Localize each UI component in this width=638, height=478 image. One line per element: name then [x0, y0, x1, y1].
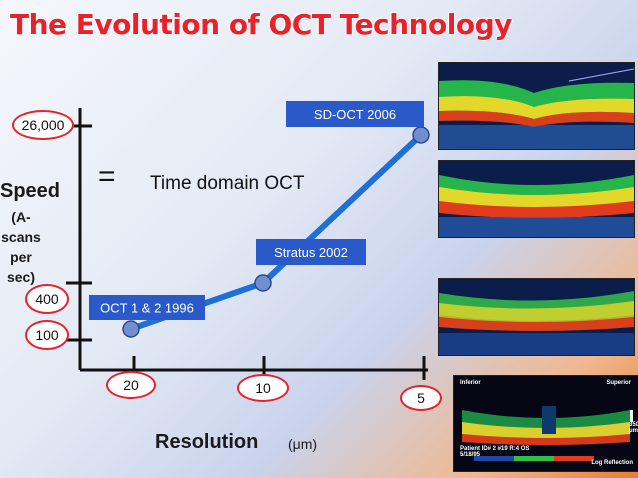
data-label: SD-OCT 2006 [314, 107, 396, 122]
data-label-box [286, 101, 424, 127]
x-tick-label: 10 [237, 374, 289, 402]
y-axis-units: (A-scans per sec) [1, 209, 41, 285]
data-label: Stratus 2002 [274, 245, 348, 260]
scan-label-patient-info: Patient ID# 2 #19 R:4 OS 5/18/95 [460, 446, 530, 458]
oct-scan-image-4: Inferior Superior Patient ID# 2 #19 R:4 … [453, 375, 638, 472]
scan-label-inferior: Inferior [460, 380, 481, 386]
data-label: OCT 1 & 2 1996 [100, 301, 194, 316]
x-tick-label: 5 [400, 385, 442, 411]
data-point [122, 320, 140, 338]
oct-scan-image-1 [438, 62, 635, 150]
x-axis-unit: (μm) [288, 436, 318, 452]
slide-title: The Evolution of OCT Technology [10, 8, 512, 41]
equals-sign: = [98, 160, 116, 193]
scan-label-log-reflection: Log Reflection [591, 460, 633, 466]
y-tick-label: 100 [25, 320, 69, 350]
y-tick-label: 400 [25, 284, 69, 314]
data-label-box [89, 295, 205, 320]
scan-label-scale: 350 μm [629, 422, 638, 434]
time-domain-label: Time domain OCT [150, 173, 305, 194]
x-axis-title: Resolution [155, 431, 259, 453]
y-axis-title: Speed [0, 180, 61, 202]
data-point [254, 274, 272, 292]
y-tick-label: 26,000 [12, 110, 74, 140]
data-label-box [256, 239, 366, 265]
data-point [412, 126, 430, 144]
x-tick-label: 20 [106, 371, 156, 399]
scan-label-superior: Superior [606, 380, 631, 386]
oct-scan-image-3 [438, 278, 635, 356]
oct-scan-image-2 [438, 160, 635, 238]
